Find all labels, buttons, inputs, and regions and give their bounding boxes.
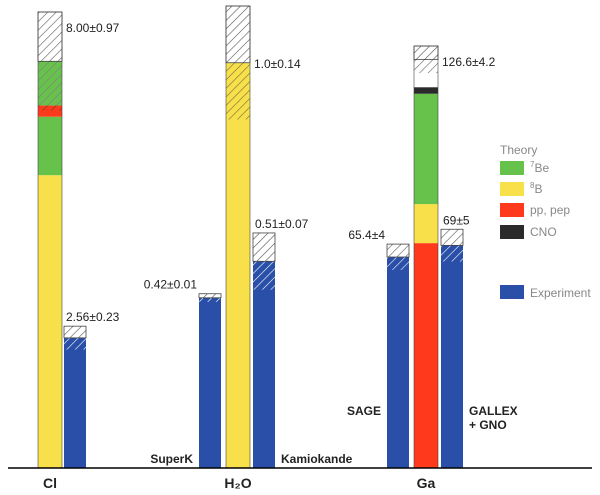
legend-swatch-experiment [500, 285, 524, 299]
category-label-1: H₂O [224, 475, 251, 490]
theory-uncertainty-lower [226, 62, 250, 120]
theory-value-label-0: 8.00±0.97 [66, 21, 120, 35]
experiment-uncertainty-lower-2-0 [387, 257, 409, 270]
theory-segment-ga-0 [414, 243, 438, 468]
experiment-bar-0-0 [64, 337, 86, 468]
legend: Theory 7Be 8B pp, pep CNO Experiment [500, 143, 591, 300]
theory-uncertainty-lower [414, 59, 438, 74]
experiment-uncertainty-upper-1-1 [252, 232, 276, 262]
legend-label-b8: 8B [530, 181, 542, 196]
experiment-uncertainty-lower-2-1 [441, 245, 463, 262]
category-label-0: Cl [43, 475, 57, 490]
theory-segment-ho-0 [226, 62, 250, 468]
experiment-value-label-2-1: 69±5 [443, 213, 470, 227]
experiment-uncertainty-upper-2-0 [386, 243, 410, 258]
legend-title: Theory [500, 143, 537, 157]
theory-segment-ga-2 [414, 93, 438, 205]
experiment-name-label-1-0-0: SuperK [150, 452, 193, 466]
experiment-name-label-2-1-1: + GNO [469, 418, 507, 432]
experiment-name-label-1-1-0: Kamiokande [281, 452, 353, 466]
experiment-uncertainty-lower-0-0 [64, 337, 86, 350]
experiment-value-label-1-0: 0.42±0.01 [144, 278, 198, 292]
theory-uncertainty-lower [38, 61, 62, 111]
experiment-name-label-2-0-0: SAGE [347, 404, 381, 418]
theory-value-label-1: 1.0±0.14 [254, 57, 301, 71]
theory-segment-cl-0 [38, 175, 62, 468]
labels-layer: 8.00±0.97 2.56±0.23 Cl 1.0±0.14 0.42±0.01 Sup… [43, 21, 518, 491]
theory-uncertainty-upper [37, 11, 63, 62]
experiment-value-label-2-0: 65.4±4 [348, 228, 385, 242]
legend-label-be7: 7Be [530, 160, 549, 175]
legend-swatch-be7 [500, 161, 524, 175]
category-label-2: Ga [417, 475, 436, 490]
experiment-value-label-0-0: 2.56±0.23 [66, 310, 120, 324]
experiment-value-label-1-1: 0.51±0.07 [255, 217, 309, 231]
legend-swatch-pp [500, 203, 524, 217]
theory-segment-ga-3 [414, 87, 438, 94]
experiment-name-label-2-1-0: GALLEX [469, 404, 518, 418]
legend-swatch-b8 [500, 182, 524, 196]
experiment-uncertainty-upper-2-1 [440, 228, 464, 246]
experiment-bar-1-0 [199, 297, 221, 468]
legend-label-experiment: Experiment [530, 286, 591, 300]
experiment-uncertainty-upper-1-0 [198, 293, 222, 299]
theory-uncertainty-upper [225, 5, 251, 64]
legend-label-cno: CNO [530, 225, 557, 239]
experiment-uncertainty-upper-0-0 [63, 325, 87, 339]
experiment-uncertainty-lower-1-1 [253, 261, 275, 290]
experiment-bar-2-1 [441, 245, 463, 468]
legend-label-pp: pp, pep [530, 203, 570, 217]
bars-layer [37, 5, 464, 469]
experiment-bar-1-1 [253, 261, 275, 468]
experiment-bar-2-0 [387, 257, 409, 468]
experiment-uncertainty-lower-1-0 [199, 297, 221, 302]
theory-segment-cl-1 [38, 116, 62, 176]
legend-swatch-cno [500, 225, 524, 239]
theory-value-label-2: 126.6±4.2 [442, 55, 496, 69]
theory-uncertainty-upper [413, 45, 439, 60]
theory-segment-ga-1 [414, 204, 438, 244]
theory-segment-cl-2 [38, 105, 62, 117]
